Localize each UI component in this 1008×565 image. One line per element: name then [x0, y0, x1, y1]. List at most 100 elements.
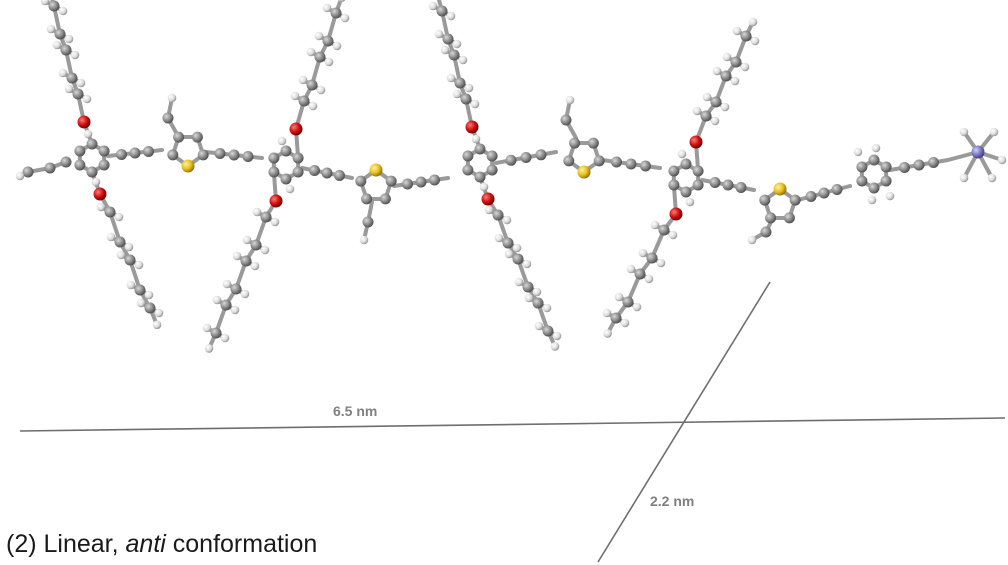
- hydrogen-atom: [204, 344, 214, 353]
- hydrogen-atom: [602, 308, 612, 318]
- hydrogen-atom: [314, 31, 324, 41]
- hydrogen-atom: [702, 92, 712, 102]
- hydrogen-atom: [552, 331, 562, 341]
- carbon-atom: [134, 284, 146, 296]
- hydrogen-atom: [340, 13, 350, 23]
- hydrogen-atom: [514, 277, 524, 287]
- carbon-atom: [162, 112, 174, 124]
- hydrogen-atom: [154, 308, 164, 318]
- carbon-atom: [191, 131, 203, 143]
- carbon-atom: [173, 131, 185, 143]
- carbon-atom: [240, 255, 252, 267]
- oxygen-atom: [77, 115, 91, 129]
- carbon-atom: [913, 159, 925, 171]
- hydrogen-atom: [989, 127, 999, 137]
- sulfur-atom: [773, 182, 787, 196]
- hydrogen-atom: [650, 220, 660, 230]
- hydrogen-atom: [324, 57, 334, 67]
- carbon-atom: [783, 212, 795, 224]
- hydrogen-atom: [638, 248, 648, 258]
- carbon-atom: [74, 159, 86, 171]
- hydrogen-atom: [550, 342, 560, 351]
- carbon-atom: [268, 166, 280, 178]
- hydrogen-atom: [720, 102, 730, 112]
- carbon-atom: [730, 56, 742, 68]
- carbon-atom: [124, 254, 136, 266]
- carbon-atom: [330, 7, 342, 19]
- bond-layer: [18, 0, 1004, 351]
- carbon-atom: [214, 148, 226, 159]
- carbon-atom: [818, 187, 830, 199]
- hydrogen-atom: [64, 84, 74, 94]
- carbon-atom: [292, 152, 304, 164]
- carbon-atom: [680, 158, 692, 170]
- hydrogen-atom: [434, 29, 444, 39]
- hydrogen-atom: [685, 197, 695, 207]
- hydrogen-atom: [70, 50, 80, 60]
- carbon-atom: [640, 160, 651, 172]
- carbon-atom: [928, 157, 939, 168]
- carbon-atom: [474, 171, 486, 183]
- carbon-atom: [611, 156, 622, 168]
- hydrogen-atom: [134, 260, 144, 270]
- carbon-atom: [220, 299, 232, 311]
- sulfur-atom: [577, 165, 591, 179]
- sulfur-atom: [181, 159, 195, 173]
- carbon-atom: [880, 175, 892, 187]
- hydrogen-atom: [46, 24, 56, 34]
- hydrogen-atom: [15, 171, 25, 181]
- carbon-atom: [298, 95, 310, 107]
- hydrogen-atom: [52, 40, 62, 50]
- hydrogen-atom: [58, 6, 68, 16]
- hydrogen-atom: [338, 0, 346, 2]
- hydrogen-atom: [250, 261, 260, 271]
- hydrogen-atom: [730, 76, 740, 86]
- hydrogen-atom: [212, 295, 222, 305]
- carbon-atom: [321, 167, 333, 179]
- hydrogen-atom: [322, 3, 332, 13]
- hydrogen-atom: [712, 66, 722, 76]
- hydrogen-atom: [614, 292, 624, 302]
- carbon-atom: [86, 138, 98, 150]
- carbon-atom: [242, 151, 254, 162]
- carbon-atom: [722, 179, 734, 191]
- carbon-atom: [505, 154, 517, 166]
- carbon-atom: [429, 174, 440, 186]
- length-dimension-line: [19, 417, 1006, 432]
- carbon-atom: [486, 150, 498, 162]
- hydrogen-atom: [871, 143, 881, 153]
- carbon-atom: [230, 283, 242, 295]
- hydrogen-atom: [710, 116, 720, 126]
- carbon-atom: [114, 236, 126, 248]
- carbon-atom: [309, 165, 320, 176]
- hydrogen-atom: [126, 280, 136, 290]
- carbon-atom: [522, 281, 534, 293]
- hydrogen-atom: [534, 321, 544, 331]
- hydrogen-atom: [603, 329, 612, 338]
- hydrogen-atom: [308, 101, 318, 111]
- hydrogen-atom: [885, 191, 895, 201]
- carbon-atom: [361, 193, 373, 205]
- hydrogen-atom: [471, 134, 481, 144]
- hydrogen-atom: [359, 235, 369, 245]
- carbon-atom: [502, 237, 514, 249]
- hydrogen-atom: [332, 41, 342, 51]
- carbon-atom: [116, 149, 127, 160]
- nitrogen-atom: [971, 145, 985, 159]
- hydrogen-atom: [620, 318, 630, 328]
- caption-suffix: conformation: [165, 530, 318, 558]
- carbon-atom: [228, 149, 240, 161]
- hydrogen-atom: [722, 52, 732, 62]
- carbon-atom: [486, 164, 498, 176]
- hydrogen-atom: [232, 251, 242, 261]
- carbon-atom: [625, 158, 637, 170]
- carbon-atom: [680, 186, 692, 198]
- carbon-atom: [710, 96, 722, 108]
- carbon-atom: [759, 194, 771, 206]
- hydrogen-atom: [114, 212, 124, 222]
- hydrogen-atom: [458, 55, 468, 65]
- carbon-atom: [720, 70, 732, 82]
- hydrogen-atom: [64, 34, 74, 44]
- carbon-atom: [448, 49, 460, 61]
- carbon-atom: [560, 114, 572, 126]
